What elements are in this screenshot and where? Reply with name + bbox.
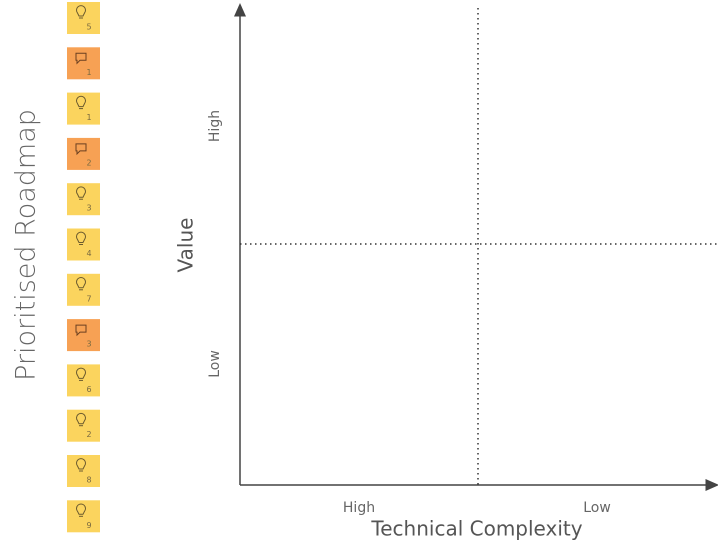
note-number: 7	[86, 294, 91, 303]
sticky-note[interactable]: 8	[67, 455, 100, 487]
sticky-note[interactable]: 5	[67, 2, 100, 34]
note-card	[67, 409, 100, 442]
y-axis-label: Value	[174, 218, 198, 273]
sticky-note[interactable]: 3	[67, 319, 100, 352]
comment-icon	[75, 143, 87, 156]
sticky-note[interactable]: 1	[67, 92, 100, 125]
sticky-note[interactable]: 4	[67, 228, 100, 261]
comment-icon	[75, 52, 87, 65]
y-high-label: High	[207, 110, 223, 142]
bulb-icon	[76, 367, 86, 379]
note-number: 3	[86, 204, 91, 213]
note-number: 4	[86, 249, 91, 258]
sticky-note[interactable]: 6	[67, 364, 100, 397]
note-card	[67, 319, 100, 352]
bulb-icon	[76, 231, 86, 243]
note-number: 6	[86, 385, 91, 394]
sticky-note[interactable]: 2	[67, 137, 100, 170]
notes-column: 5 1 1 2 3 4 7 3 6 2 8 9	[67, 2, 100, 533]
sticky-note[interactable]: 1	[67, 47, 100, 80]
bulb-icon	[76, 186, 86, 198]
comment-icon	[75, 324, 87, 337]
board-title: Prioritised Roadmap	[11, 109, 42, 381]
note-number: 8	[86, 476, 91, 485]
sticky-note[interactable]: 7	[67, 273, 100, 306]
note-number: 1	[86, 113, 91, 122]
note-card	[67, 273, 100, 306]
bulb-icon	[76, 276, 86, 289]
note-card	[67, 228, 100, 261]
note-card	[67, 47, 100, 80]
bulb-icon	[76, 5, 86, 17]
note-card	[67, 137, 100, 170]
sticky-note[interactable]: 3	[67, 183, 100, 216]
sticky-note[interactable]: 9	[67, 500, 100, 533]
bulb-icon	[76, 458, 86, 470]
note-card	[67, 2, 100, 34]
sticky-note[interactable]: 2	[67, 409, 100, 442]
note-card	[67, 92, 100, 125]
note-card	[67, 500, 100, 533]
x-low-label: Low	[583, 500, 611, 516]
note-number: 5	[86, 23, 91, 32]
x-axis-label: Technical Complexity	[370, 517, 582, 541]
note-number: 2	[86, 430, 91, 439]
bulb-icon	[76, 95, 86, 108]
note-number: 9	[86, 521, 91, 530]
x-high-label: High	[343, 500, 375, 516]
note-number: 3	[86, 340, 91, 349]
bulb-icon	[76, 503, 86, 515]
note-card	[67, 455, 100, 487]
note-card	[67, 183, 100, 216]
note-card	[67, 364, 100, 397]
bulb-icon	[76, 412, 86, 425]
note-number: 1	[86, 68, 91, 77]
y-low-label: Low	[207, 350, 223, 378]
note-number: 2	[86, 158, 91, 167]
